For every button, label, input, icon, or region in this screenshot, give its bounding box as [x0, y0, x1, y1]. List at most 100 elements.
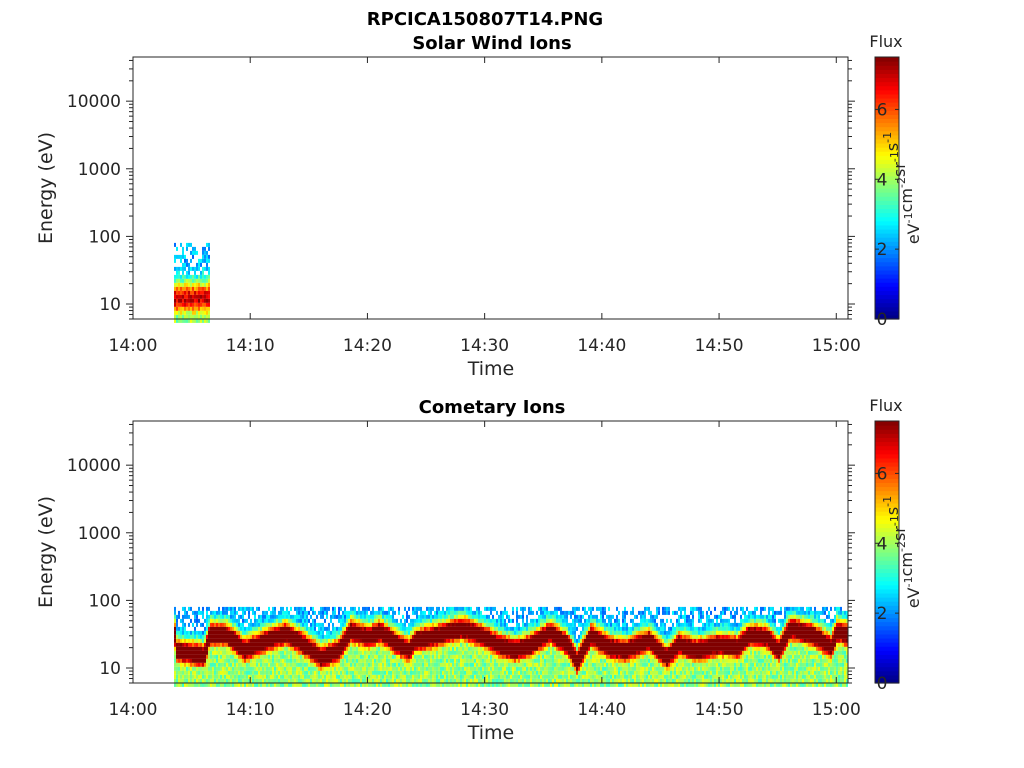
heatmap-cell	[360, 630, 362, 635]
heatmap-cell	[318, 622, 320, 627]
heatmap-cell	[630, 634, 632, 639]
heatmap-cell	[562, 666, 564, 671]
heatmap-cell	[188, 314, 190, 319]
heatmap-cell	[638, 622, 640, 627]
heatmap-cell	[254, 614, 256, 619]
heatmap-cell	[506, 646, 508, 651]
heatmap-cell	[532, 666, 534, 671]
heatmap-cell	[200, 666, 202, 671]
heatmap-cell	[314, 630, 316, 635]
heatmap-cell	[480, 630, 482, 635]
heatmap-cell	[240, 626, 242, 631]
colorbar-step	[875, 73, 899, 79]
heatmap-cell	[412, 666, 414, 671]
x-tick-label: 14:00	[109, 336, 158, 356]
heatmap-cell	[518, 674, 520, 679]
heatmap-cell	[190, 266, 192, 271]
heatmap-cell	[382, 618, 384, 623]
heatmap-cell	[248, 658, 250, 663]
heatmap-cell	[664, 634, 666, 639]
heatmap-cell	[468, 662, 470, 667]
heatmap-cell	[564, 650, 566, 655]
heatmap-cell	[530, 634, 532, 639]
heatmap-cell	[188, 622, 190, 627]
heatmap-cell	[478, 674, 480, 679]
heatmap-cell	[298, 622, 300, 627]
heatmap-cell	[238, 634, 240, 639]
heatmap-cell	[544, 606, 546, 611]
heatmap-cell	[394, 630, 396, 635]
heatmap-cell	[320, 634, 322, 639]
heatmap-cell	[514, 646, 516, 651]
heatmap-cell	[584, 610, 586, 615]
heatmap-cell	[334, 626, 336, 631]
heatmap-cell	[526, 646, 528, 651]
heatmap-cell	[370, 666, 372, 671]
heatmap-cell	[328, 678, 330, 683]
heatmap-cell	[588, 638, 590, 643]
heatmap-cell	[446, 666, 448, 671]
heatmap-cell	[178, 318, 180, 323]
heatmap-cell	[536, 666, 538, 671]
heatmap-cell	[206, 642, 208, 647]
heatmap-cell	[296, 606, 298, 611]
heatmap-cell	[646, 622, 648, 627]
heatmap-cell	[490, 682, 492, 687]
heatmap-cell	[330, 618, 332, 623]
heatmap-cell	[190, 662, 192, 667]
heatmap-cell	[618, 610, 620, 615]
heatmap-cell	[234, 630, 236, 635]
heatmap-cell	[322, 674, 324, 679]
heatmap-cell	[434, 614, 436, 619]
heatmap-cell	[188, 654, 190, 659]
heatmap-cell	[204, 278, 206, 283]
heatmap-cell	[432, 630, 434, 635]
heatmap-cell	[650, 638, 652, 643]
heatmap-cell	[454, 614, 456, 619]
heatmap-cell	[232, 618, 234, 623]
heatmap-cell	[288, 662, 290, 667]
heatmap-cell	[512, 618, 514, 623]
heatmap-cell	[432, 642, 434, 647]
heatmap-cell	[546, 654, 548, 659]
heatmap-cell	[396, 678, 398, 683]
heatmap-cell	[216, 678, 218, 683]
heatmap-cell	[522, 666, 524, 671]
heatmap-cell	[604, 618, 606, 623]
heatmap-cell	[476, 662, 478, 667]
heatmap-cell	[378, 670, 380, 675]
heatmap-cell	[314, 674, 316, 679]
heatmap-cell	[250, 646, 252, 651]
heatmap-cell	[188, 662, 190, 667]
heatmap-cell	[432, 646, 434, 651]
heatmap-cell	[334, 674, 336, 679]
heatmap-cell	[204, 302, 206, 307]
heatmap-cell	[340, 646, 342, 651]
heatmap-cell	[188, 274, 190, 279]
heatmap-cell	[452, 634, 454, 639]
heatmap-cell	[380, 614, 382, 619]
heatmap-cell	[220, 682, 222, 687]
heatmap-cell	[622, 642, 624, 647]
heatmap-cell	[242, 682, 244, 687]
heatmap-cell	[430, 618, 432, 623]
heatmap-cell	[572, 666, 574, 671]
heatmap-cell	[236, 674, 238, 679]
heatmap-cell	[438, 634, 440, 639]
heatmap-cell	[334, 654, 336, 659]
heatmap-cell	[250, 654, 252, 659]
heatmap-cell	[264, 630, 266, 635]
heatmap-cell	[204, 650, 206, 655]
heatmap-cell	[310, 642, 312, 647]
heatmap-cell	[348, 642, 350, 647]
heatmap-cell	[242, 646, 244, 651]
heatmap-cell	[662, 610, 664, 615]
heatmap-cell	[472, 674, 474, 679]
heatmap-cell	[502, 678, 504, 683]
heatmap-cell	[488, 622, 490, 627]
heatmap-cell	[184, 678, 186, 683]
heatmap-cell	[606, 646, 608, 651]
heatmap-cell	[302, 650, 304, 655]
heatmap-cell	[574, 678, 576, 683]
heatmap-cell	[492, 642, 494, 647]
